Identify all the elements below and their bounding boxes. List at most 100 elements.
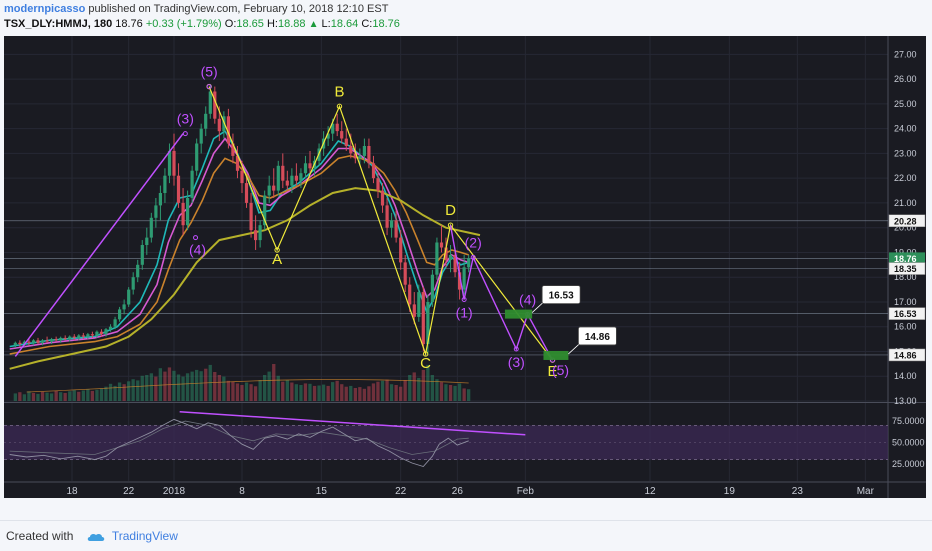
volume-bar <box>290 382 294 401</box>
wave-label: (3) <box>177 111 194 127</box>
volume-bar <box>54 390 58 401</box>
candle-body <box>99 331 104 335</box>
price-tag-box <box>888 307 926 320</box>
price-axis[interactable]: 27.00 26.00 25.00 24.00 23.00 22.00 21.00 20.00… <box>888 49 926 406</box>
candle-body <box>68 336 72 340</box>
volume-bar <box>349 385 353 401</box>
candle-body <box>154 205 158 218</box>
volume-bar <box>240 385 244 401</box>
ohlc-line: TSX_DLY:HMMJ, 180 18.76 +0.33 (+1.79%) O… <box>4 18 400 30</box>
volume-bar <box>190 371 194 401</box>
price-tick-label: 25.00 <box>894 99 917 109</box>
username-link[interactable]: modernpicasso <box>4 3 86 15</box>
volume-bar <box>113 385 117 401</box>
volume-bar <box>13 393 17 401</box>
created-with: Created with TradingView <box>6 529 178 543</box>
candle-body <box>335 123 339 132</box>
volume-bar <box>430 375 434 401</box>
volume-bar <box>340 384 344 401</box>
chart-area[interactable]: A B C D E (3) (4) (5) (1) (2) (3) (4) (5) 16.53 14.86 … <box>4 36 926 498</box>
up-arrow-icon: ▲ <box>308 19 319 30</box>
candle-body <box>362 146 366 156</box>
time-tick-label: 15 <box>316 486 328 497</box>
candle-body <box>439 242 444 248</box>
moving-average-line <box>9 187 481 370</box>
price-tick-label: 13.00 <box>894 396 917 406</box>
volume-bar <box>213 372 217 401</box>
price-tag-label: 20.28 <box>894 216 917 226</box>
candle-body <box>244 183 249 203</box>
rsi-axis[interactable]: 75.0000 50.0000 25.0000 <box>892 416 925 469</box>
volume-bar <box>36 393 40 401</box>
candle-body <box>149 217 153 238</box>
candle-body <box>172 150 176 176</box>
candle-body <box>331 123 335 134</box>
candle-body <box>77 335 81 338</box>
candle-body <box>231 143 235 156</box>
candle-body <box>104 329 108 335</box>
time-tick-label: 12 <box>644 486 656 497</box>
price-tick-label: 14.00 <box>894 371 917 381</box>
candle-body <box>285 180 289 186</box>
rsi-tick-label: 75.0000 <box>892 416 925 426</box>
volume-bar <box>172 370 176 401</box>
volume-bar <box>272 364 276 401</box>
volume-bar <box>317 385 321 401</box>
candle-body <box>181 202 185 226</box>
time-axis[interactable]: 18 22 2018 8 15 22 26 Feb 12 19 23 Mar <box>66 486 874 497</box>
candle-body <box>390 220 394 228</box>
candle-body <box>140 245 144 265</box>
candle-body <box>72 336 76 338</box>
elliott-projection-line <box>449 225 554 361</box>
volume-bar <box>408 375 412 401</box>
volume-bar <box>222 376 226 401</box>
candle-body <box>344 138 348 146</box>
candle-body <box>50 339 54 342</box>
volume-bar <box>81 390 85 401</box>
wave-point <box>182 131 188 137</box>
volume-bar <box>149 373 153 401</box>
volume-bar <box>167 367 172 401</box>
price-tag-label: 18.76 <box>894 254 917 264</box>
candle-body <box>263 195 267 226</box>
callout-label: 14.86 <box>585 332 610 343</box>
volume-bar <box>176 374 181 401</box>
candle-body <box>222 116 226 132</box>
volume-bar <box>285 380 289 401</box>
wave-label: (5) <box>201 64 218 80</box>
wave-label: (4) <box>519 291 536 307</box>
volume-bar <box>49 393 54 401</box>
candle-body <box>249 202 253 231</box>
volume-bar <box>131 379 135 401</box>
wave-label: (5) <box>552 362 569 378</box>
volume-bar <box>367 386 371 401</box>
volume-bar <box>358 387 362 401</box>
candle-body <box>448 254 453 260</box>
candle-body <box>326 133 330 139</box>
volume-bar <box>40 391 45 401</box>
target-zone <box>504 309 533 319</box>
wave-point <box>206 84 212 90</box>
price-tag-box <box>888 262 926 275</box>
candle-body <box>458 272 462 290</box>
price-tick-label: 21.00 <box>894 198 917 208</box>
low-value: 18.64 <box>330 18 359 30</box>
chart-drawings: A B C D E (3) (4) (5) (1) (2) (3) (4) (5) 16.53 14.86 <box>14 64 617 436</box>
time-tick-label: 22 <box>123 486 135 497</box>
symbol-label[interactable]: TSX_DLY:HMMJ, 180 <box>4 18 113 30</box>
candle-body <box>208 91 212 114</box>
price-change: +0.33 (+1.79%) <box>145 18 222 30</box>
volume-bar <box>136 380 140 401</box>
tradingview-brand[interactable]: TradingView <box>111 529 178 543</box>
price-tag-box <box>889 252 925 265</box>
volume-bar <box>95 389 99 401</box>
candle-body <box>417 292 421 317</box>
volume-bar <box>403 380 407 401</box>
price-tick-label: 22.00 <box>894 173 917 183</box>
volume-bar <box>163 371 167 401</box>
chart-svg[interactable]: ABCDE(3)(4)(5)(1)(2)(3)(4)(5)16.5314.86 … <box>4 36 926 498</box>
candle-body <box>272 185 276 191</box>
volume-bar <box>104 386 108 401</box>
candle-body <box>59 337 63 341</box>
candle-body <box>204 113 208 129</box>
